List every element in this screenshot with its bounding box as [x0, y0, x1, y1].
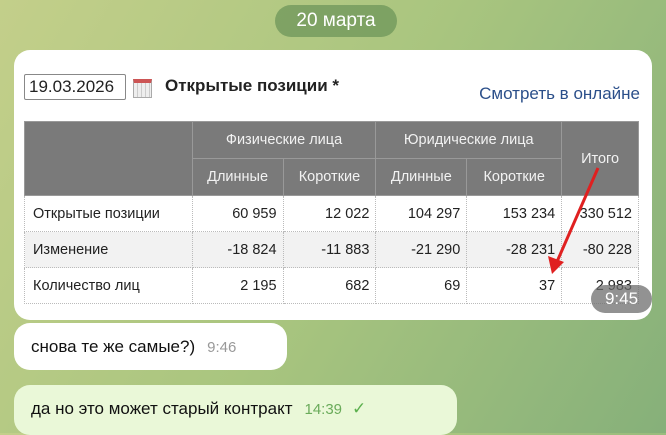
cell: 69: [375, 267, 468, 304]
message-bubble-incoming[interactable]: снова те же самые?) 9:46: [14, 323, 287, 370]
message-time: 9:45: [591, 285, 652, 313]
table-row: Открытые позиции 60 959 12 022 104 297 1…: [24, 195, 639, 232]
cell: -28 231: [466, 231, 563, 268]
header-jur: Юридические лица: [375, 121, 563, 159]
online-link: Смотреть в онлайне: [479, 84, 640, 103]
header-short: Короткие: [282, 158, 377, 196]
header-long: Длинные: [375, 158, 468, 196]
row-label: Открытые позиции: [24, 195, 193, 232]
image-message[interactable]: 19.03.2026 Открытые позиции * Смотреть в…: [14, 50, 652, 320]
cell: -80 228: [561, 231, 639, 268]
header-total: Итого: [561, 121, 639, 196]
cell: -21 290: [375, 231, 468, 268]
header-empty: [24, 121, 193, 196]
read-check-icon: ✓: [352, 399, 367, 418]
cell: -11 883: [282, 231, 377, 268]
cell: 682: [282, 267, 377, 304]
header-phys: Физические лица: [191, 121, 377, 159]
cell: -18 824: [191, 231, 284, 268]
cell: 60 959: [191, 195, 284, 232]
positions-table: Физические лица Юридические лица Итого Д…: [24, 121, 639, 304]
cell: 104 297: [375, 195, 468, 232]
message-time: 14:39: [304, 401, 343, 418]
message-time: 9:46: [207, 339, 237, 356]
date-field: 19.03.2026: [24, 74, 126, 100]
message-text: да но это может старый контракт: [31, 399, 293, 418]
calendar-icon: [133, 79, 152, 98]
cell: 12 022: [282, 195, 377, 232]
row-label: Количество лиц: [24, 267, 193, 304]
message-text: снова те же самые?): [31, 337, 196, 356]
cell: 37: [466, 267, 563, 304]
date-separator: 20 марта: [275, 5, 397, 37]
message-bubble-outgoing[interactable]: да но это может старый контракт 14:39 ✓: [14, 385, 457, 435]
table-row: Количество лиц 2 195 682 69 37 2 983: [24, 267, 639, 304]
cell: 2 195: [191, 267, 284, 304]
red-arrow-annotation: [548, 167, 600, 274]
image-title: Открытые позиции *: [165, 76, 340, 95]
header-long: Длинные: [191, 158, 284, 196]
